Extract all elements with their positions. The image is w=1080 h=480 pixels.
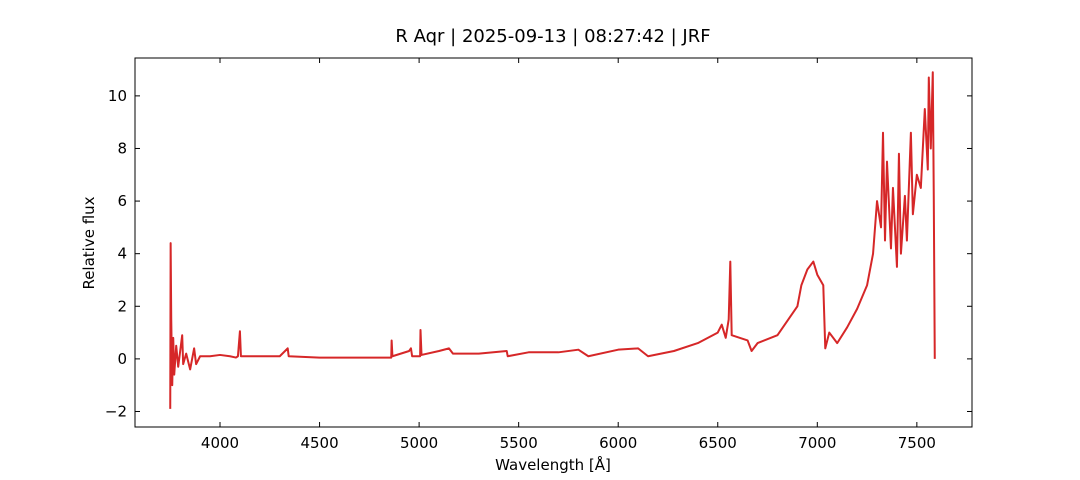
x-tick-label: 6500 — [699, 434, 737, 452]
x-tick-label: 5500 — [500, 434, 538, 452]
y-axis-label: Relative flux — [80, 196, 98, 289]
x-tick-label: 6000 — [599, 434, 637, 452]
y-tick-label: 8 — [117, 139, 127, 157]
y-tick-label: −2 — [105, 402, 127, 420]
plot-frame — [134, 57, 973, 428]
y-tick-label: 0 — [117, 350, 127, 368]
y-tick-label: 10 — [108, 87, 127, 105]
x-tick-label: 7500 — [898, 434, 936, 452]
chart-title: R Aqr | 2025-09-13 | 08:27:42 | JRF — [395, 26, 710, 47]
x-tick-label: 4500 — [300, 434, 338, 452]
y-tick-label: 4 — [117, 245, 127, 263]
x-tick-label: 7000 — [798, 434, 836, 452]
x-tick-label: 4000 — [201, 434, 239, 452]
spectrum-line — [169, 71, 936, 409]
y-tick-label: 6 — [117, 192, 127, 210]
y-tick-label: 2 — [117, 297, 127, 315]
x-tick-label: 5000 — [400, 434, 438, 452]
x-axis-label: Wavelength [Å] — [495, 455, 611, 474]
